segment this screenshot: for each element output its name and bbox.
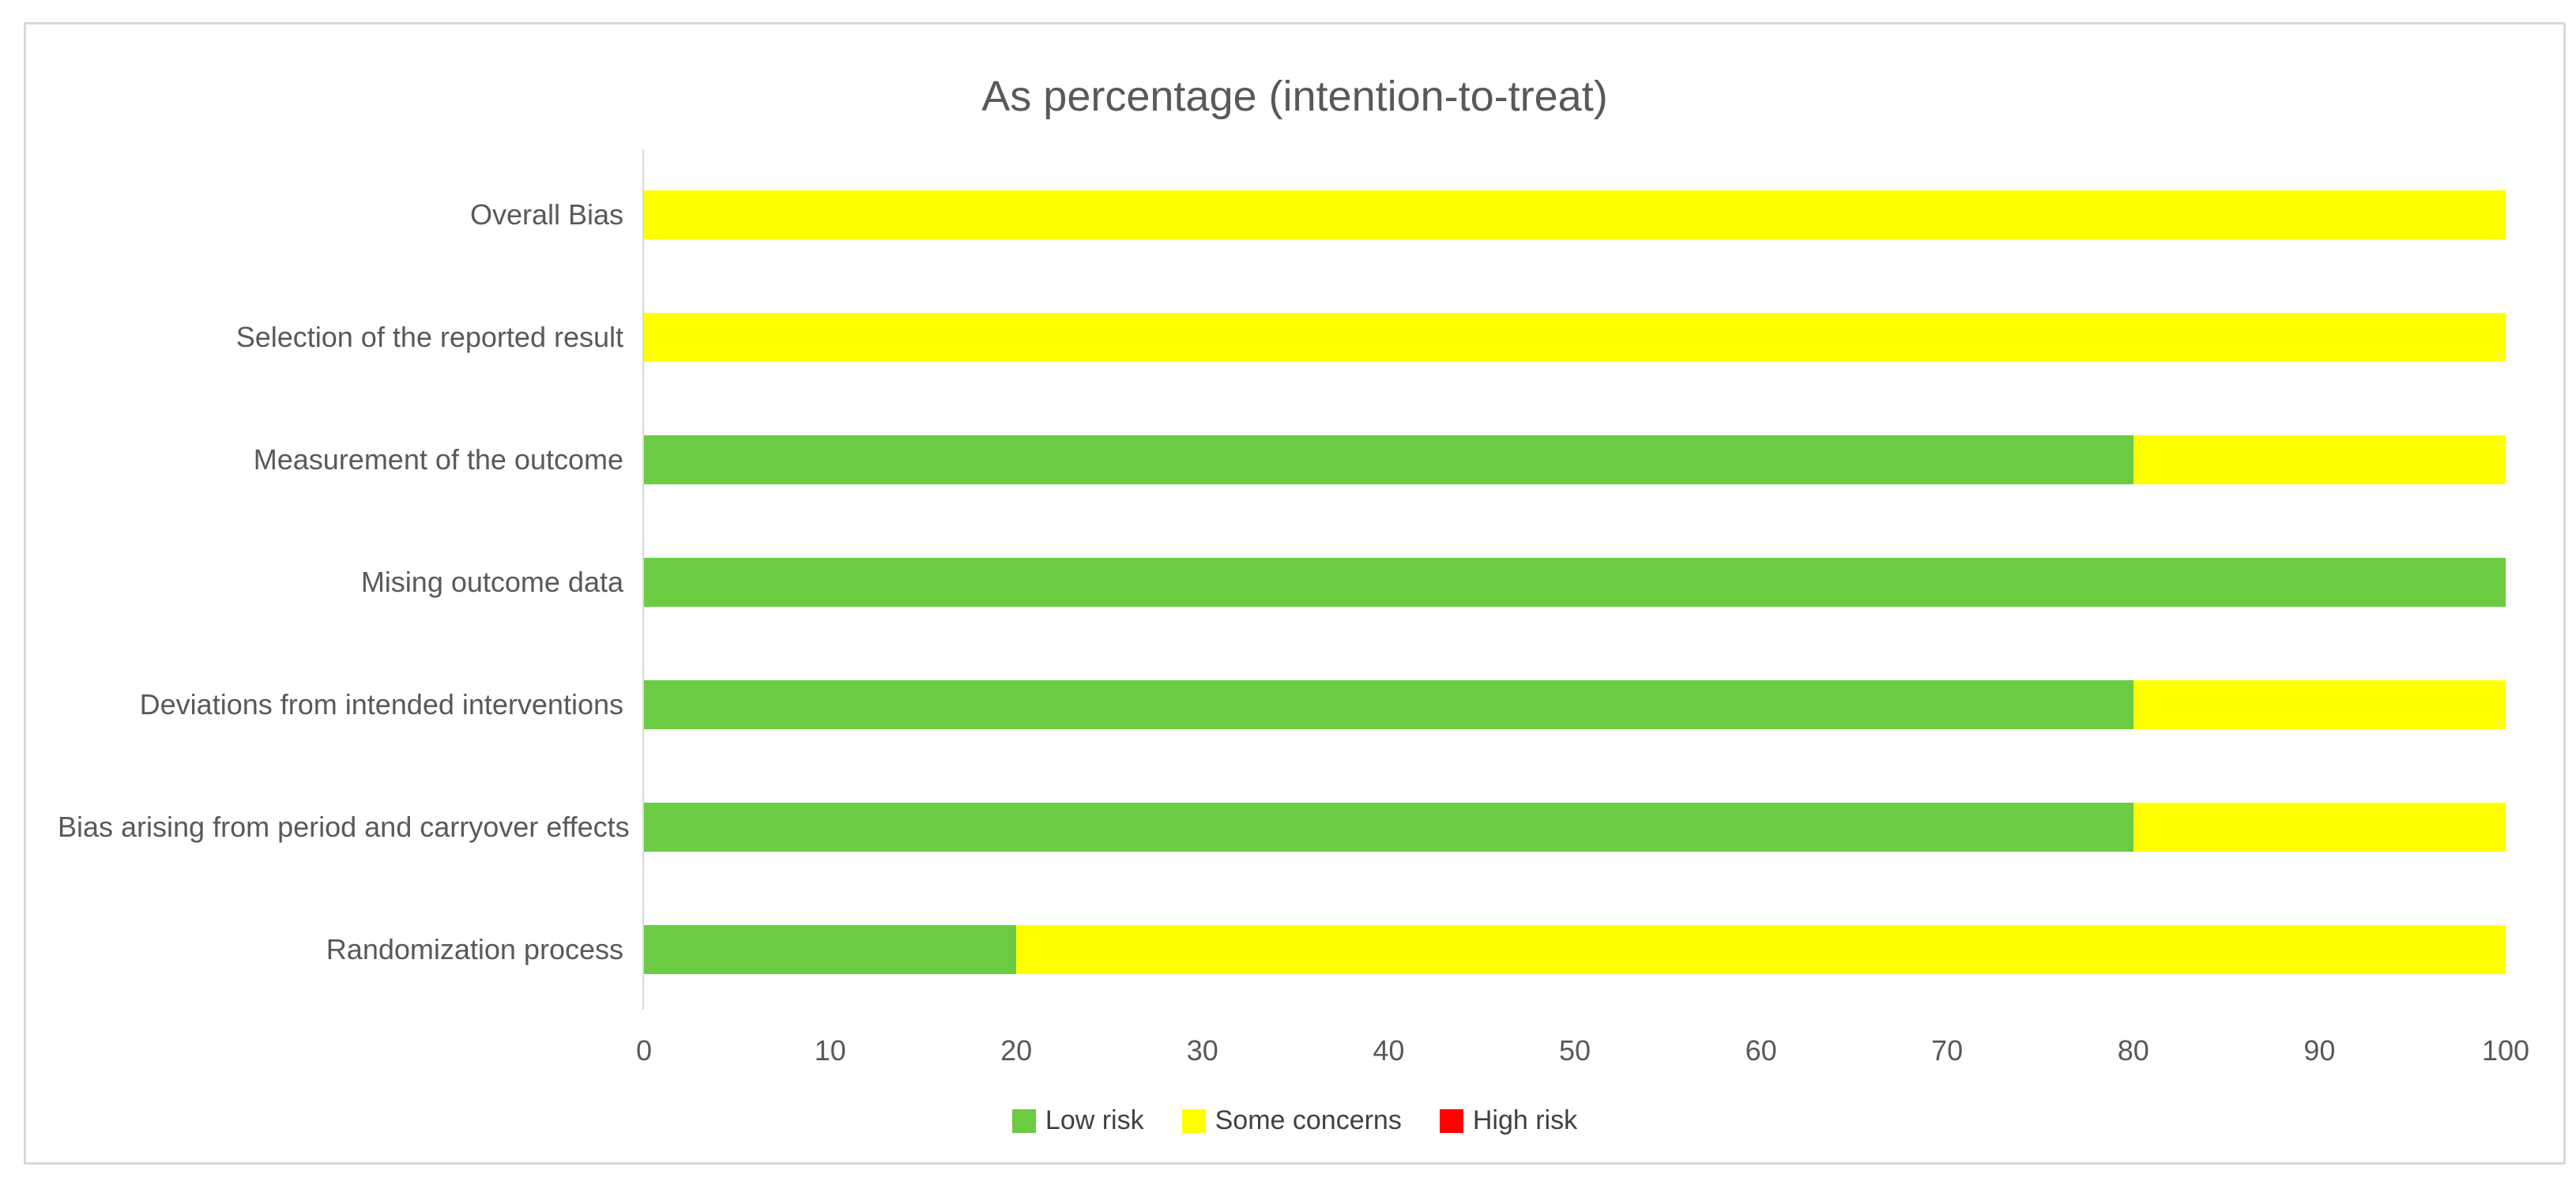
legend: Low risk Some concerns High risk — [26, 1105, 2563, 1136]
category-label: Overall Bias — [469, 198, 623, 231]
bar-segment-low-risk — [644, 680, 2133, 729]
category-label: Selection of the reported result — [235, 321, 623, 353]
x-tick-label: 10 — [814, 1034, 846, 1067]
x-tick-label: 80 — [2117, 1034, 2149, 1067]
x-tick-label: 0 — [635, 1034, 653, 1067]
bar-row — [644, 639, 2506, 762]
legend-item-some-concerns: Some concerns — [1181, 1105, 1402, 1136]
legend-label: Low risk — [1045, 1105, 1144, 1135]
bar-segment-low-risk — [644, 558, 2506, 607]
bar-row — [644, 272, 2506, 394]
stacked-bar — [644, 313, 2506, 362]
x-tick-label: 60 — [1745, 1034, 1777, 1067]
bar-segment-some-concerns — [1016, 925, 2506, 974]
y-axis-line — [642, 149, 644, 1010]
bar-segment-low-risk — [644, 925, 1017, 974]
stacked-bar — [644, 925, 2506, 974]
bar-row — [644, 149, 2506, 272]
x-tick-label: 100 — [2481, 1034, 2530, 1067]
bar-segment-some-concerns — [2133, 680, 2506, 729]
category-label: Mising outcome data — [360, 566, 623, 598]
bar-segment-some-concerns — [2133, 435, 2506, 484]
category-label: Measurement of the outcome — [253, 443, 623, 476]
x-tick-label: 90 — [2303, 1034, 2336, 1067]
bar-row — [644, 394, 2506, 517]
stacked-bar — [644, 558, 2506, 607]
bar-row — [644, 762, 2506, 884]
legend-label: High risk — [1472, 1105, 1578, 1135]
stacked-bar — [644, 190, 2506, 239]
bar-row — [644, 517, 2506, 639]
stacked-bar — [644, 435, 2506, 484]
x-tick-label: 40 — [1373, 1034, 1405, 1067]
bar-segment-some-concerns — [644, 313, 2506, 362]
x-tick-label: 50 — [1558, 1034, 1591, 1067]
x-tick-label: 20 — [1000, 1034, 1033, 1067]
category-label: Bias arising from period and carryover e… — [58, 811, 630, 843]
legend-item-high-risk: High risk — [1439, 1105, 1578, 1136]
category-axis-labels: Overall Bias Selection of the reported re… — [58, 149, 630, 1007]
plot-area — [642, 149, 2506, 1010]
category-label: Deviations from intended interventions — [139, 688, 623, 721]
x-axis-tick-labels: 0 10 20 30 40 50 60 70 80 90 100 — [636, 1034, 2529, 1074]
x-tick-label: 30 — [1186, 1034, 1218, 1067]
chart-title: As percentage (intention-to-treat) — [981, 73, 1608, 120]
bar-segment-low-risk — [644, 435, 2133, 484]
legend-swatch-some-concerns-icon — [1181, 1108, 1206, 1133]
legend-swatch-low-risk-icon — [1011, 1108, 1036, 1133]
bar-segment-some-concerns — [2133, 803, 2506, 852]
x-tick-label: 70 — [1931, 1034, 1964, 1067]
bar-segment-low-risk — [644, 803, 2133, 852]
category-label: Randomization process — [326, 933, 623, 965]
stacked-bar — [644, 680, 2506, 729]
bar-row — [644, 884, 2506, 1007]
legend-swatch-high-risk-icon — [1439, 1108, 1463, 1133]
stacked-bar — [644, 803, 2506, 852]
legend-item-low-risk: Low risk — [1011, 1105, 1144, 1136]
legend-label: Some concerns — [1215, 1105, 1402, 1135]
bar-segment-some-concerns — [644, 190, 2506, 239]
chart-frame: As percentage (intention-to-treat) Overa… — [24, 22, 2566, 1165]
